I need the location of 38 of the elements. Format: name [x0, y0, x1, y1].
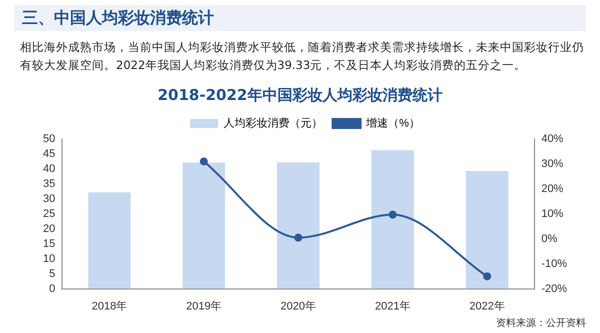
bar [466, 170, 508, 289]
y-tick-label: 15 [42, 238, 56, 250]
point [200, 157, 208, 166]
bar [371, 150, 414, 289]
y-tick-label: 0 [49, 282, 56, 295]
text: 相比海外成熟市场，当前中国人均彩妆消费水平较低，随着消费者求美需求持续增长，未来中国彩妆行业仍有较大发展空间。2022年我国人均彩妆消费仅为39.33元，不及日本人均彩妆消费的五分之一。 [20, 39, 585, 74]
x-tick-label: 2022年 [469, 300, 505, 312]
y2-tick-label: 30% [541, 158, 564, 170]
text: 资料来源：公开资料 [496, 316, 586, 330]
y-tick-label: 40 [42, 162, 56, 175]
point [483, 272, 492, 280]
y2-tick-label: 0% [541, 232, 558, 245]
x-tick-label: 2020年 [280, 300, 316, 312]
y-tick-label: 45 [42, 148, 56, 160]
y2-tick-label: -20% [541, 282, 568, 295]
y-tick-label: 30 [42, 192, 56, 205]
y-tick-label: 5 [49, 268, 56, 280]
legend-label: 增速（%） [365, 116, 420, 130]
chart-title: 2018-2022年中国彩妆人均彩妆消费统计 [156, 86, 444, 105]
bar [277, 162, 320, 289]
y2-tick-label: 20% [541, 182, 564, 195]
y-tick-label: 20 [42, 222, 56, 235]
y-tick-label: 50 [42, 133, 56, 146]
y-tick-label: 35 [42, 178, 56, 190]
bar [182, 162, 226, 289]
y2-tick-label: 40% [541, 133, 564, 146]
y2-tick-label: 10% [541, 208, 564, 220]
x-tick-label: 2019年 [186, 300, 222, 312]
y-tick-label: 10 [42, 252, 56, 265]
y2-tick-label: -10% [541, 258, 568, 270]
point [294, 234, 302, 242]
legend-label: 人均彩妆消费（元） [224, 116, 323, 130]
text: 三、中国人均彩妆消费统计 [14, 5, 586, 31]
x-tick-label: 2021年 [374, 300, 410, 312]
y-tick-label: 25 [42, 208, 56, 220]
bar [88, 192, 131, 289]
point [388, 210, 397, 219]
x-tick-label: 2018年 [92, 300, 128, 312]
